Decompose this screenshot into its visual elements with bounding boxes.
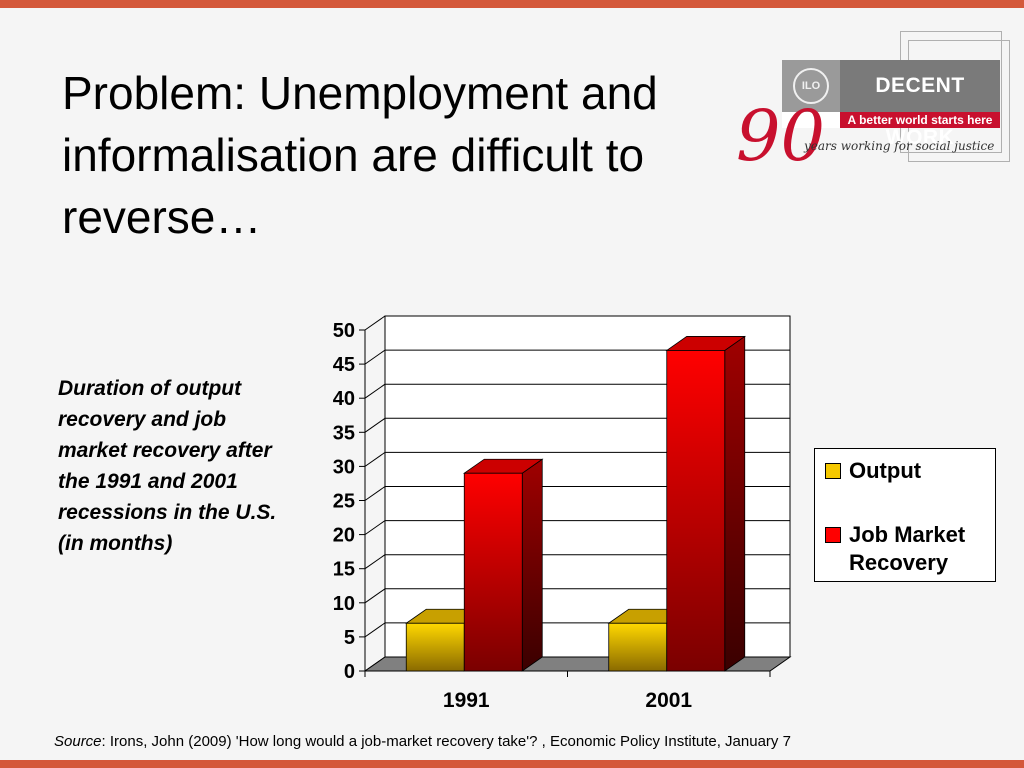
y-tick-label: 15 — [333, 559, 355, 581]
y-tick-label: 40 — [333, 388, 355, 410]
source-label: Source — [54, 733, 102, 750]
y-tick-label: 0 — [344, 661, 355, 683]
x-tick-label: 2001 — [645, 689, 692, 712]
legend-label-job-market-recovery: Job Market Recovery — [849, 522, 966, 575]
legend-swatch-output — [825, 463, 841, 479]
y-tick-label: 50 — [333, 320, 355, 342]
logo-tagline: A better world starts here — [840, 112, 1000, 128]
bar-job-market-recovery — [463, 472, 523, 672]
y-tick-label: 10 — [333, 593, 355, 615]
gridline-depth — [364, 451, 386, 467]
gridline-depth — [364, 349, 386, 365]
gridline-depth — [364, 588, 386, 604]
legend-swatch-job-market-recovery — [825, 527, 841, 543]
gridline-depth — [364, 622, 386, 638]
ilo-emblem-icon: ILO — [782, 60, 840, 112]
y-tick-label: 20 — [333, 525, 355, 547]
gridline-depth — [364, 315, 386, 331]
logo-subline: years working for social justice — [803, 139, 994, 153]
gridline-depth — [364, 554, 386, 570]
logo-ninety-mark: 90 years working for social justice — [736, 95, 994, 177]
top-accent-bar — [0, 0, 1024, 8]
y-tick-label: 5 — [344, 627, 355, 649]
y-tick-label: 35 — [333, 422, 355, 444]
gridline-depth — [364, 486, 386, 501]
bar-job-market-recovery-side — [724, 335, 746, 672]
chart-description: Duration of output recovery and job mark… — [58, 377, 277, 555]
source-citation: Source: Irons, John (2009) 'How long wou… — [54, 733, 984, 750]
legend-label-output: Output — [849, 458, 922, 483]
y-tick-label: 30 — [333, 456, 355, 478]
x-tick-label: 1991 — [443, 689, 490, 712]
gridline-depth — [364, 520, 386, 536]
bar-job-market-recovery-side — [521, 458, 543, 672]
logo-ninety-text: 90 — [736, 95, 825, 177]
bar-output — [405, 622, 465, 672]
gridline-depth — [364, 417, 386, 433]
bar-output — [608, 622, 668, 672]
gridline-depth — [364, 383, 386, 399]
logo-box: ILO DECENT WORK A better world starts he… — [782, 60, 1000, 149]
bottom-accent-bar — [0, 760, 1024, 768]
decent-work-logo: ILO DECENT WORK A better world starts he… — [730, 28, 1010, 178]
logo-brand: DECENT WORK — [840, 60, 1000, 149]
y-tick-label: 25 — [333, 491, 355, 513]
chart-legend: Output Job Market Recovery — [814, 448, 996, 582]
source-text: : Irons, John (2009) 'How long would a j… — [101, 733, 791, 750]
slide-title: Problem: Unemployment and informalisatio… — [62, 67, 658, 243]
y-tick-label: 45 — [333, 354, 355, 376]
bar-job-market-recovery — [666, 350, 726, 672]
